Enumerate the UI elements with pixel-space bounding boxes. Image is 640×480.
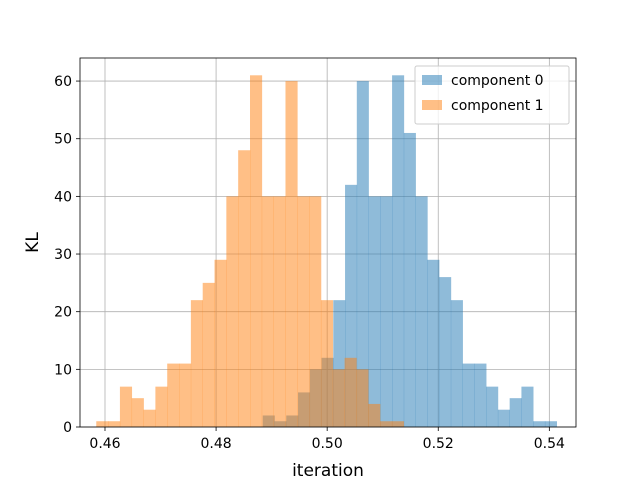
histogram-bar-series-0 (533, 421, 546, 427)
x-tick-label: 0.50 (312, 436, 343, 452)
y-tick-label: 0 (63, 420, 72, 436)
histogram-bar-series-1 (273, 196, 286, 427)
legend-label: component 1 (451, 98, 544, 114)
histogram-bar-series-0 (509, 398, 522, 427)
x-tick-label: 0.54 (534, 436, 565, 452)
histogram-bar-series-1 (155, 386, 168, 427)
y-axis-ticks: 0 10 20 30 40 50 60 (54, 74, 80, 436)
plot-frame (79, 57, 577, 428)
histogram-bar-series-0 (497, 409, 510, 427)
legend-box (414, 65, 570, 125)
x-tick-label: 0.48 (200, 436, 231, 452)
histogram-bar-series-0 (474, 363, 487, 427)
histogram-bar-series-1 (380, 421, 393, 427)
histogram-bar-series-1 (285, 81, 298, 427)
histogram-bar-series-1 (297, 196, 310, 427)
y-axis-label: KL (23, 232, 43, 253)
legend-swatch (422, 75, 442, 85)
legend-swatch (422, 100, 442, 110)
y-tick-label: 50 (54, 132, 72, 148)
histogram-bar-series-1 (179, 363, 192, 427)
histogram-bar-series-1 (344, 357, 357, 427)
histogram-bar-series-1 (250, 75, 263, 427)
histogram-bar-series-0 (486, 386, 499, 427)
histogram-bar-series-1 (320, 300, 334, 427)
grid-lines (80, 58, 576, 428)
histogram-bar-series-1 (356, 369, 369, 427)
histogram-bar-series-0 (368, 196, 381, 427)
y-tick-label: 10 (54, 362, 72, 378)
histogram-bar-series-1 (309, 196, 322, 427)
histogram-bar-series-0 (356, 81, 369, 427)
legend: component 0 component 1 (414, 65, 570, 125)
y-tick-label: 40 (54, 189, 72, 205)
histogram-bar-series-1 (143, 409, 156, 427)
histogram-bar-series-1 (96, 421, 109, 427)
histogram-bar-series-1 (332, 369, 345, 427)
histogram-bar-series-0 (380, 196, 393, 427)
histogram-bar-series-0 (427, 259, 440, 427)
histogram-bar-series-0 (392, 75, 405, 427)
x-axis-ticks: 0.46 0.48 0.50 0.52 0.54 (89, 427, 565, 452)
histogram-bar-series-0 (544, 421, 557, 427)
histogram-bar-series-0 (450, 300, 463, 427)
histogram-bar-series-1 (108, 421, 121, 427)
x-tick-label: 0.46 (89, 436, 120, 452)
legend-label: component 0 (451, 73, 544, 89)
histogram-bars (96, 75, 557, 427)
histogram-bar-series-1 (261, 196, 274, 427)
histogram-bar-series-1 (226, 196, 239, 427)
histogram-bar-series-0 (462, 363, 475, 427)
histogram-bar-series-1 (214, 259, 227, 427)
histogram-bar-series-1 (167, 363, 180, 427)
histogram-bar-series-1 (119, 386, 133, 427)
histogram-bar-series-0 (403, 132, 416, 427)
y-tick-label: 60 (54, 74, 72, 90)
histogram-bar-series-1 (368, 403, 381, 427)
y-tick-label: 30 (54, 247, 72, 263)
histogram-bar-series-1 (238, 150, 251, 427)
x-tick-label: 0.52 (423, 436, 454, 452)
histogram-bar-series-0 (521, 386, 534, 427)
histogram-bar-series-0 (439, 277, 452, 427)
histogram-bar-series-0 (415, 196, 428, 427)
x-axis-label: iteration (292, 461, 364, 480)
histogram-bar-series-1 (131, 398, 144, 427)
y-tick-label: 20 (54, 305, 72, 321)
histogram-bar-series-1 (391, 421, 405, 427)
histogram-bar-series-1 (190, 300, 204, 427)
histogram-bar-series-1 (202, 282, 215, 427)
